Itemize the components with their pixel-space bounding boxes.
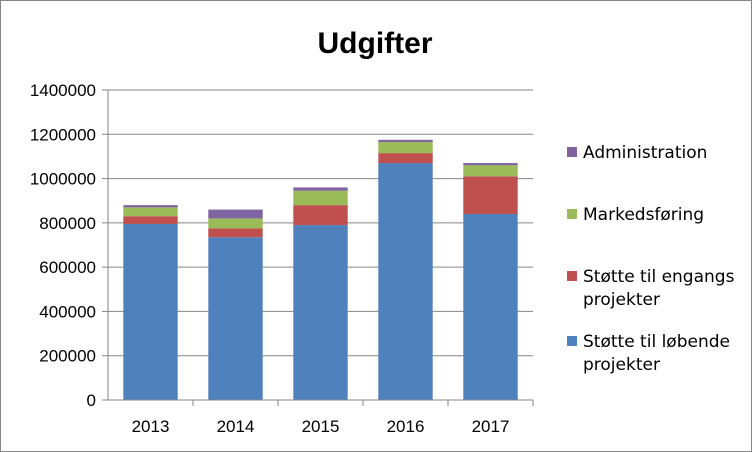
- x-tick-label: 2017: [472, 417, 510, 436]
- legend-item: Støtte til engangs projekter: [567, 267, 735, 310]
- y-tick-labels: 0 200000 400000 600000 800000 1000000 1200000 1…: [30, 81, 96, 410]
- legend: Administration Markedsføring Støtte til en…: [567, 143, 735, 375]
- bar-segment: [378, 142, 433, 154]
- legend-swatch: [567, 209, 577, 219]
- legend-item: Administration: [567, 143, 707, 163]
- y-tick-label: 1000000: [30, 170, 96, 189]
- legend-swatch: [567, 271, 577, 281]
- y-tick-label: 1200000: [30, 125, 96, 144]
- x-tick-label: 2016: [387, 417, 425, 436]
- bar-segment: [463, 163, 518, 166]
- bar-segment: [208, 209, 263, 219]
- bar-segment: [293, 225, 348, 400]
- legend-label: Støtte til engangs projekter: [583, 267, 735, 310]
- legend-item: Markedsføring: [567, 205, 704, 225]
- y-tick-label: 400000: [39, 302, 96, 321]
- bar-segment: [123, 223, 178, 400]
- x-tick-label: 2013: [132, 417, 170, 436]
- y-tick-label: 800000: [39, 214, 96, 233]
- legend-swatch: [567, 147, 577, 157]
- bar-segment: [293, 187, 348, 191]
- bar-segment: [208, 218, 263, 229]
- bar-segment: [463, 165, 518, 177]
- legend-item: Støtte til løbende projekter: [567, 332, 730, 375]
- bar-segment: [378, 163, 433, 400]
- y-tick-label: 0: [87, 391, 96, 410]
- legend-label: Administration: [583, 143, 707, 163]
- bar-segment: [463, 176, 518, 214]
- bar-segment: [123, 216, 178, 224]
- bar-segment: [123, 205, 178, 208]
- y-tick-label: 200000: [39, 347, 96, 366]
- chart-title: Udgifter: [318, 27, 433, 60]
- legend-label: Støtte til løbende projekter: [583, 332, 730, 375]
- bar-segment: [293, 190, 348, 206]
- legend-label: Markedsføring: [583, 205, 704, 225]
- y-tick-label: 600000: [39, 258, 96, 277]
- bar-segment: [293, 205, 348, 226]
- x-tick-label: 2015: [302, 417, 340, 436]
- bars: [123, 139, 518, 400]
- bar-segment: [123, 207, 178, 217]
- legend-swatch: [567, 336, 577, 346]
- x-tick-labels: 2013 2014 2015 2016 2017: [132, 417, 510, 436]
- bar-segment: [208, 228, 263, 238]
- y-tick-label: 1400000: [30, 81, 96, 100]
- bar-segment: [378, 139, 433, 143]
- bar-segment: [463, 214, 518, 400]
- bar-segment: [208, 237, 263, 400]
- x-tick-label: 2014: [217, 417, 255, 436]
- axes: [107, 90, 534, 406]
- bar-segment: [378, 153, 433, 164]
